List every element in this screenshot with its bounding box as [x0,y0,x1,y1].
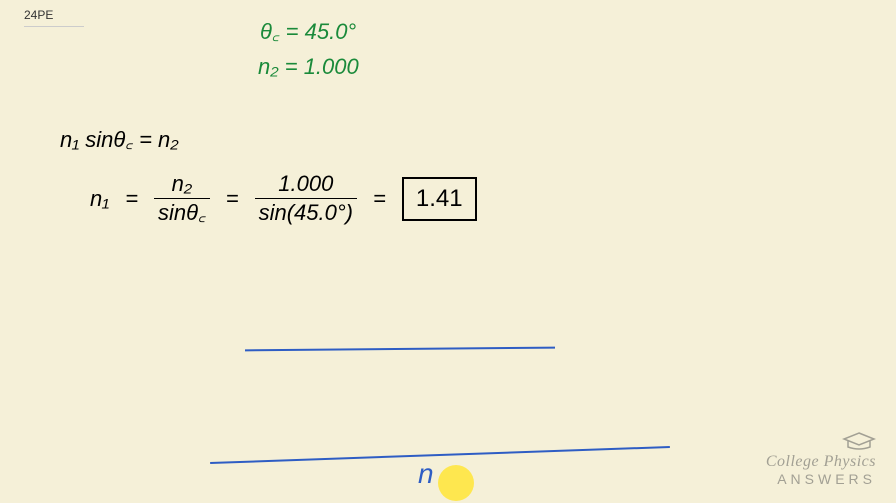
diagram-line-bottom [210,446,670,464]
n1-lhs: n₁ [90,186,109,212]
frac1-numerator: n₂ [168,172,197,198]
watermark-subtitle: ANSWERS [766,471,876,487]
given-n2: n₂ = 1.000 [258,54,359,80]
watermark-title: College Physics [766,453,876,471]
equals-sign: = [373,186,386,212]
fraction-numeric: 1.000 sin(45.0°) [255,172,357,225]
equals-sign: = [226,186,239,212]
given-theta-c: θ꜀ = 45.0° [260,16,356,46]
problem-label: 24PE [24,8,84,27]
diagram-line-top [245,347,555,352]
critical-angle-equation: n₁ sinθ꜀ = n₂ [60,124,179,154]
frac2-denominator: sin(45.0°) [255,198,357,225]
watermark: College Physics ANSWERS [766,431,876,487]
diagram-n-label: n [418,458,434,490]
fraction-symbolic: n₂ sinθ꜀ [154,172,210,225]
graduation-cap-icon [766,431,876,451]
final-answer: 1.41 [402,177,477,221]
frac2-numerator: 1.000 [274,172,337,198]
frac1-denominator: sinθ꜀ [154,198,210,225]
cursor-highlight [438,465,474,501]
equals-sign: = [125,186,138,212]
n1-solution: n₁ = n₂ sinθ꜀ = 1.000 sin(45.0°) = 1.41 [90,172,477,225]
